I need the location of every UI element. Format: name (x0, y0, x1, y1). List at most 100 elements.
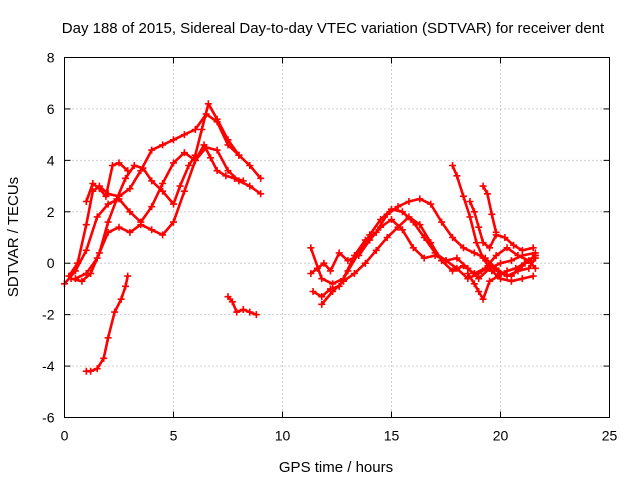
data-point (71, 275, 79, 283)
data-point (307, 244, 315, 252)
data-point (185, 162, 193, 169)
data-point (481, 264, 489, 272)
data-point (335, 249, 343, 257)
chart-title: Day 188 of 2015, Sidereal Day-to-day VTE… (62, 20, 605, 37)
data-point (93, 213, 101, 221)
data-point (388, 216, 395, 223)
series-trace (468, 200, 535, 252)
data-point (191, 156, 199, 164)
data-point (409, 244, 417, 252)
data-point (350, 270, 358, 277)
data-point (307, 270, 315, 277)
data-point (394, 223, 402, 231)
data-point (464, 270, 472, 277)
grid-lines (64, 57, 610, 418)
y-tick-label: 0 (47, 255, 55, 271)
series-arc-f (82, 272, 132, 375)
data-point (466, 213, 474, 221)
data-point (518, 246, 526, 254)
series-arc-n (464, 252, 539, 303)
data-point (366, 231, 374, 239)
data-point (479, 295, 487, 303)
x-axis: 0 5 10 15 20 25 (61, 57, 617, 444)
x-tick-label: 10 (275, 428, 291, 444)
series-trace (481, 184, 498, 234)
data-point (329, 280, 337, 288)
data-point (104, 218, 112, 226)
data-point (503, 244, 511, 252)
data-point (507, 277, 515, 285)
data-point (529, 244, 537, 252)
data-point (510, 241, 518, 249)
y-tick-label: -4 (42, 358, 55, 374)
plot-frame (64, 57, 610, 418)
data-point (492, 252, 500, 259)
data-point (479, 254, 487, 262)
data-point (420, 254, 428, 262)
data-point (507, 257, 515, 265)
data-point (252, 311, 260, 319)
data-point (170, 159, 177, 167)
data-point (246, 162, 254, 169)
data-point (449, 267, 457, 275)
series-arc-e (82, 159, 132, 205)
series-arc-l (449, 162, 537, 285)
data-point (122, 174, 130, 182)
data-point (130, 162, 138, 169)
data-point (372, 228, 380, 236)
data-point (213, 146, 221, 154)
data-point (475, 288, 483, 295)
data-point (224, 136, 232, 144)
data-point (170, 136, 177, 144)
data-point (383, 234, 391, 241)
data-point (512, 264, 520, 272)
data-point (239, 306, 247, 313)
data-point (520, 259, 528, 267)
data-point (514, 252, 522, 259)
data-point (449, 234, 457, 241)
data-point (126, 185, 134, 193)
data-point (137, 221, 145, 229)
data-point (318, 293, 326, 301)
data-point (139, 164, 147, 172)
data-point (416, 195, 424, 203)
data-point (239, 177, 247, 185)
data-point (191, 126, 199, 133)
data-point (355, 249, 363, 257)
data-point (180, 187, 188, 195)
data-point (122, 282, 130, 290)
data-point (228, 298, 236, 306)
data-point (459, 262, 467, 270)
data-point (124, 167, 132, 175)
data-point (207, 154, 215, 162)
series-arc-d (71, 141, 247, 283)
data-point (488, 267, 496, 275)
data-point (126, 208, 134, 216)
data-point (449, 162, 457, 169)
series-trace (74, 143, 245, 280)
data-point (531, 252, 539, 259)
data-point (170, 218, 177, 226)
data-point (470, 208, 478, 216)
data-point (501, 234, 509, 241)
data-point (257, 174, 265, 182)
data-point (233, 308, 241, 316)
data-point (246, 182, 254, 190)
data-point (159, 187, 167, 195)
data-point (104, 200, 112, 208)
data-point (405, 213, 413, 221)
y-tick-label: -2 (42, 307, 55, 323)
data-point (246, 308, 254, 316)
data-point (503, 267, 511, 275)
data-point (453, 254, 461, 262)
data-point (93, 254, 101, 262)
data-point (213, 115, 221, 123)
data-point (340, 277, 348, 285)
data-point (95, 185, 103, 193)
x-tick-label: 15 (384, 428, 400, 444)
y-tick-label: 4 (47, 152, 55, 168)
data-point (198, 126, 206, 133)
x-axis-title: GPS time / hours (279, 459, 393, 476)
data-point (235, 151, 243, 159)
